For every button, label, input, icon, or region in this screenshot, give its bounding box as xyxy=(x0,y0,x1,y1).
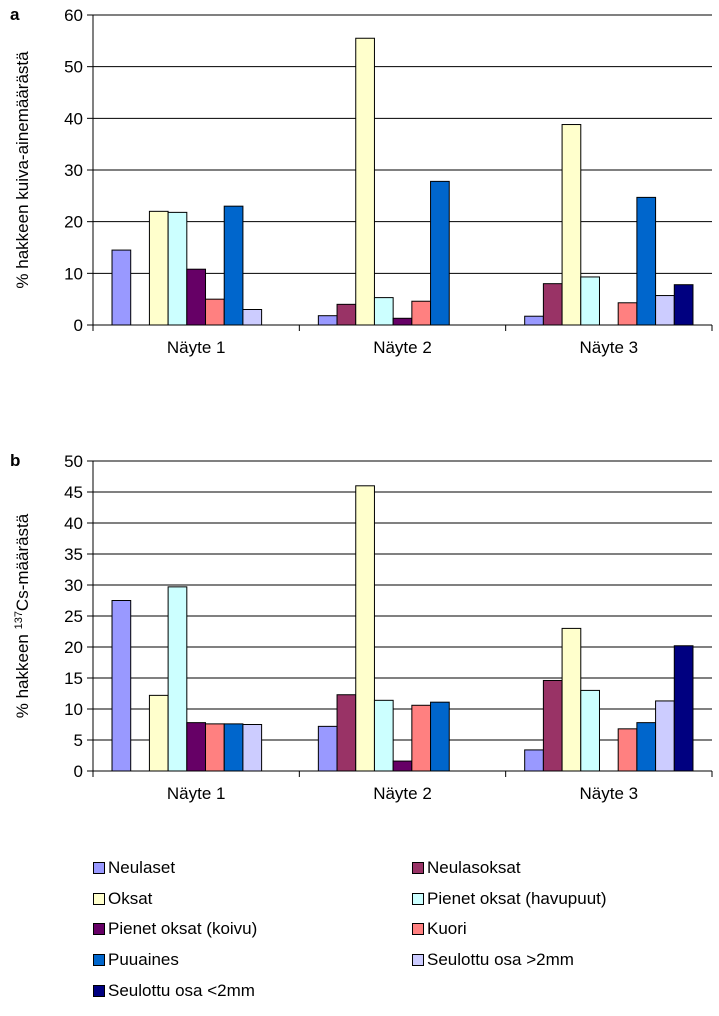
bar xyxy=(636,196,657,326)
y-tick-label: 60 xyxy=(64,6,83,25)
bar xyxy=(542,679,563,772)
bar xyxy=(655,295,675,326)
x-tick-label: Näyte 1 xyxy=(167,338,226,357)
bar xyxy=(542,283,563,326)
bar xyxy=(317,725,338,772)
y-axis-label: % hakkeen 137Cs-määrästä xyxy=(13,513,32,718)
bar xyxy=(148,210,169,326)
y-tick-label: 25 xyxy=(64,607,83,626)
y-tick-label: 40 xyxy=(64,514,83,533)
y-tick-label: 50 xyxy=(64,452,83,471)
bar xyxy=(186,268,207,326)
bar xyxy=(186,722,207,772)
y-tick-label: 20 xyxy=(64,213,83,232)
bar xyxy=(430,701,450,772)
bar xyxy=(655,700,675,772)
x-tick-label: Näyte 2 xyxy=(373,784,432,803)
y-tick-label: 45 xyxy=(64,483,83,502)
y-tick-label: 20 xyxy=(64,638,83,657)
bar xyxy=(617,728,638,772)
bar xyxy=(223,723,244,772)
y-tick-label: 10 xyxy=(64,700,83,719)
bar xyxy=(223,205,244,326)
bar xyxy=(336,303,357,326)
bar xyxy=(524,749,544,772)
bar xyxy=(111,600,132,772)
chart-panel-a: a 0 10 20 30 40 50 60 Näyte 1 Näyte 2 Näyte 3 % hak… xyxy=(10,5,713,357)
bar xyxy=(673,284,694,326)
bar xyxy=(148,694,169,772)
y-tick-label: 10 xyxy=(64,264,83,283)
bar xyxy=(373,297,394,326)
y-tick-label: 5 xyxy=(74,731,83,750)
y-tick-label: 50 xyxy=(64,58,83,77)
x-tick-label: Näyte 2 xyxy=(373,338,432,357)
bar xyxy=(561,627,582,772)
bar xyxy=(430,180,450,326)
y-axis-label-superscript: 137 xyxy=(13,611,25,629)
panel-letter: b xyxy=(10,451,20,470)
x-tick-label: Näyte 3 xyxy=(580,338,639,357)
y-tick-label: 40 xyxy=(64,109,83,128)
bar xyxy=(355,485,375,772)
bar xyxy=(411,704,432,772)
bar xyxy=(205,298,225,326)
bar xyxy=(373,699,394,772)
y-tick-label: 30 xyxy=(64,161,83,180)
bar xyxy=(317,315,338,326)
bar xyxy=(617,302,638,326)
x-tick-label: Näyte 3 xyxy=(580,784,639,803)
bar xyxy=(392,317,413,326)
bar xyxy=(355,37,375,326)
bar xyxy=(580,689,600,772)
panel-letter: a xyxy=(10,5,20,24)
y-tick-label: 35 xyxy=(64,545,83,564)
bar xyxy=(167,211,188,326)
y-axis-label: % hakkeen kuiva-ainemäärästä xyxy=(13,51,32,289)
bar xyxy=(580,276,600,326)
y-axis-label-suffix: Cs-määrästä xyxy=(13,513,32,611)
chart-panel-b: b 0 5 10 15 20 25 30 35 40 45 50 Näyte 1 Näyte 2 Näyte… xyxy=(10,451,713,803)
y-tick-label: 0 xyxy=(74,762,83,781)
bar xyxy=(673,645,694,772)
bar xyxy=(524,315,544,326)
bar xyxy=(111,249,132,326)
bar xyxy=(242,724,263,772)
bar xyxy=(336,694,357,772)
bar xyxy=(561,124,582,326)
bar xyxy=(636,722,657,772)
y-tick-label: 15 xyxy=(64,669,83,688)
bar xyxy=(242,309,263,326)
y-axis-label-prefix: % hakkeen xyxy=(13,629,32,718)
bar xyxy=(392,760,413,772)
bar xyxy=(167,586,188,772)
x-tick-label: Näyte 1 xyxy=(167,784,226,803)
y-tick-label: 30 xyxy=(64,576,83,595)
bar xyxy=(411,300,432,326)
y-tick-label: 0 xyxy=(74,316,83,335)
bar xyxy=(205,723,225,772)
